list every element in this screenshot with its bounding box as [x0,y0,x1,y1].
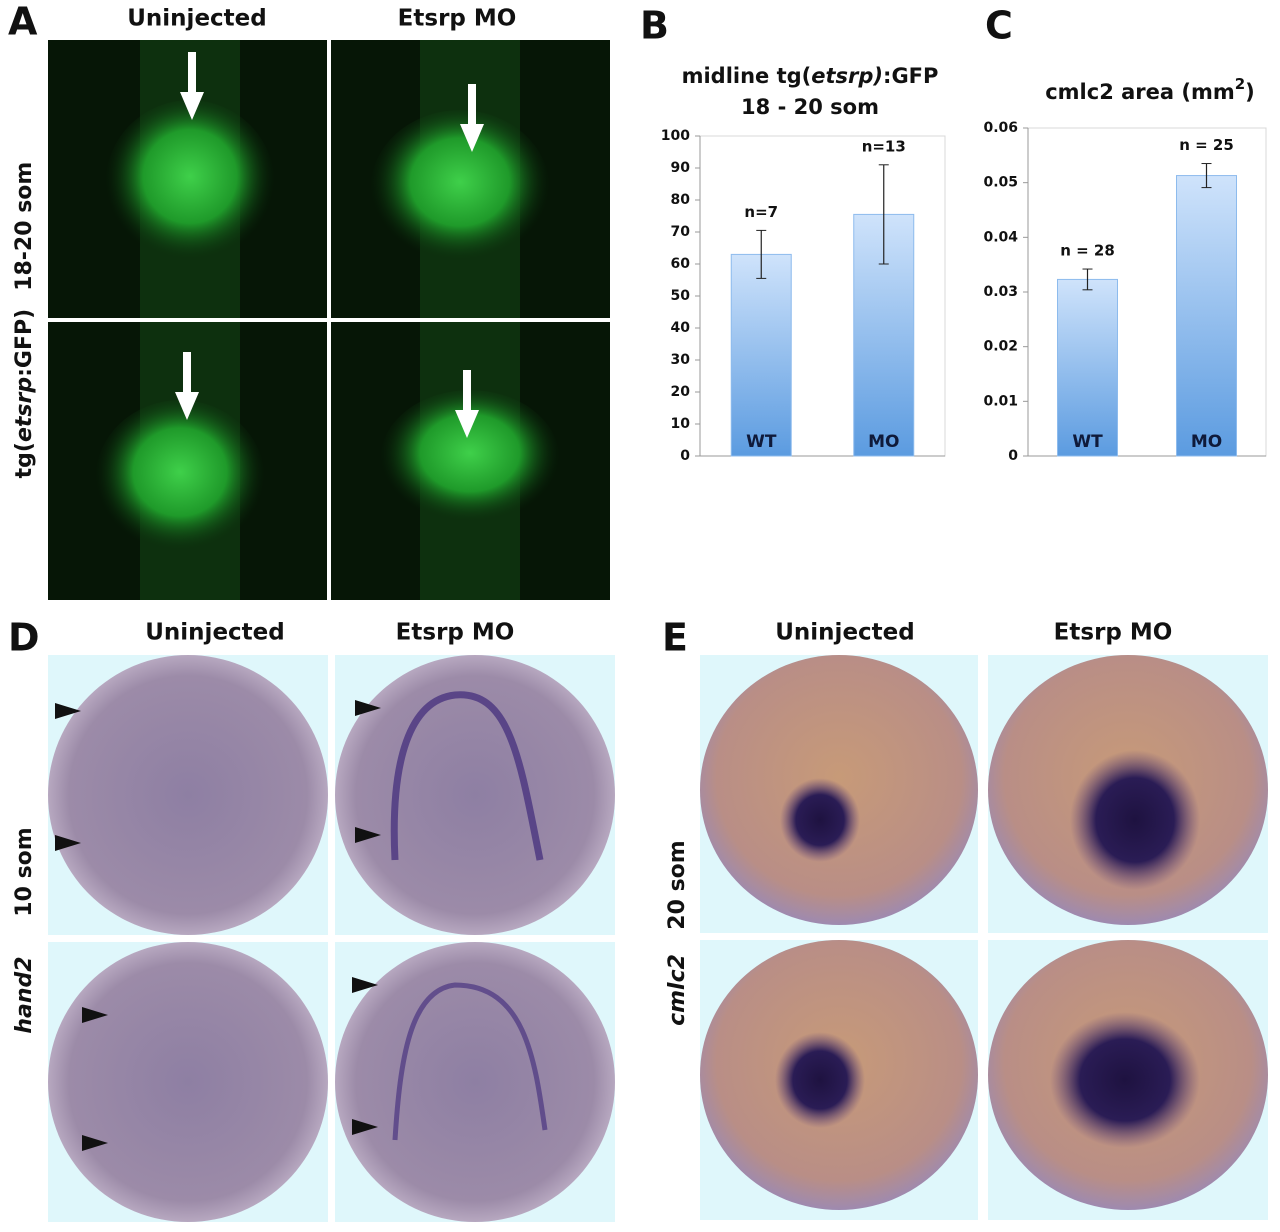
chart-title-part: etsrp) [811,64,883,88]
y-tick-label: 40 [671,320,691,336]
column-label: Uninjected [145,620,284,646]
chart-title-part: :GFP [883,64,938,88]
y-tick-label: 0 [1008,448,1018,464]
column-label: Etsrp MO [398,6,517,32]
chart-title-part: midline tg( [682,64,812,88]
row-label: hand2 [12,956,37,1033]
chart-subtitle: 18 - 20 som [741,95,879,119]
y-tick-label: 0.02 [983,339,1018,355]
y-tick-label: 0.06 [983,120,1018,136]
bar [1176,175,1237,457]
panel-d-images [48,655,615,1222]
chart-title-part: cmlc2 area (mm [1045,80,1235,104]
row-label-part: tg( [12,442,37,478]
row-label: tg(etsrp:GFP) 18-20 som [12,162,37,479]
x-tick-label: WT [746,432,777,452]
chart-title-part: ) [1245,80,1255,104]
panel-label: A [8,0,38,44]
panel-e-images [700,655,1268,1220]
column-label: Etsrp MO [1054,620,1173,646]
chart-title: midline tg(etsrp):GFP [682,64,939,88]
y-tick-label: 70 [671,224,691,240]
y-tick-label: 10 [671,416,691,432]
row-label: 20 som [665,840,690,929]
row-label: 10 som [12,827,37,916]
row-label: cmlc2 [665,954,690,1026]
y-tick-label: 90 [671,160,691,176]
x-tick-label: MO [868,432,899,452]
chart-title-part: 2 [1235,75,1245,93]
annotation: n = 25 [1179,136,1234,154]
y-tick-label: 0 [680,448,690,464]
bar [1057,278,1118,457]
panel-label: E [662,616,688,660]
y-tick-label: 20 [671,384,691,400]
annotation: n=7 [744,203,778,221]
row-label-part: :GFP) [12,309,37,377]
bar [730,253,792,457]
column-label: Uninjected [127,6,266,32]
y-tick-label: 60 [671,256,691,272]
column-label: Uninjected [775,620,914,646]
column-label: Etsrp MO [396,620,515,646]
panel-label: D [8,616,40,660]
chart-title: cmlc2 area (mm2) [1045,75,1255,105]
panel-a-images [48,40,610,600]
annotation: n=13 [862,137,906,155]
annotation: n = 28 [1060,242,1115,260]
row-label-part: etsrp [12,377,37,442]
panel-label: B [640,4,669,48]
y-tick-label: 100 [661,128,690,144]
y-tick-label: 0.05 [983,175,1018,191]
x-tick-label: WT [1072,432,1103,452]
y-tick-label: 80 [671,192,691,208]
y-tick-label: 50 [671,288,691,304]
y-tick-label: 0.01 [983,393,1018,409]
y-tick-label: 0.04 [983,229,1018,245]
y-tick-label: 0.03 [983,284,1018,300]
x-tick-label: MO [1191,432,1222,452]
panel-label: C [985,4,1013,48]
row-label-stage: 18-20 som [12,162,37,291]
y-tick-label: 30 [671,352,691,368]
